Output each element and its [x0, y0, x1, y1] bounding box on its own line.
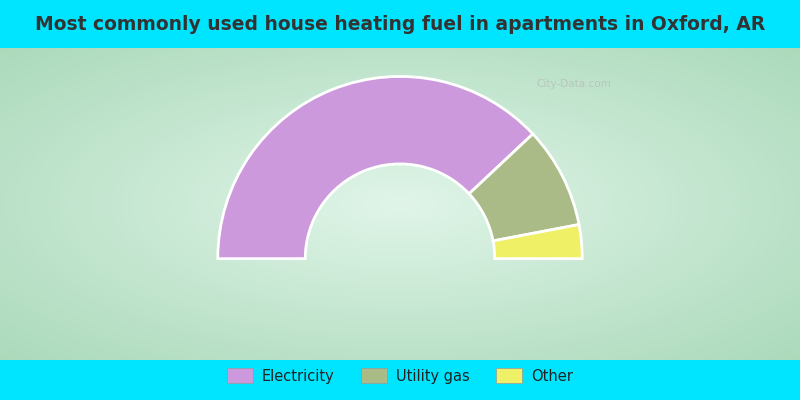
- Text: Most commonly used house heating fuel in apartments in Oxford, AR: Most commonly used house heating fuel in…: [35, 14, 765, 34]
- Wedge shape: [469, 134, 579, 241]
- Wedge shape: [218, 76, 533, 259]
- Legend: Electricity, Utility gas, Other: Electricity, Utility gas, Other: [222, 362, 578, 390]
- Wedge shape: [493, 224, 582, 259]
- Text: City-Data.com: City-Data.com: [537, 79, 611, 89]
